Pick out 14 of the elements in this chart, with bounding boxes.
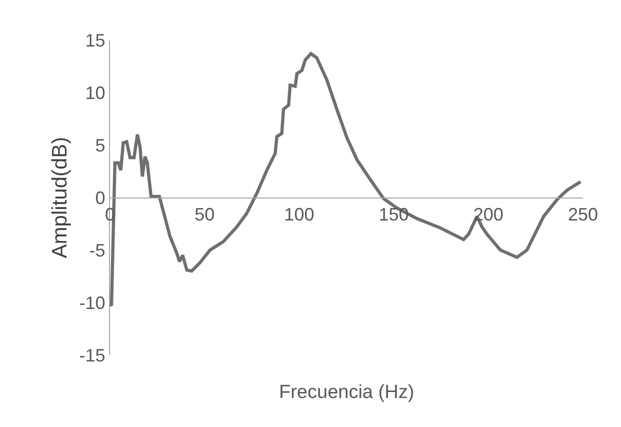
- y-tick-label: 0: [95, 188, 106, 208]
- y-tick-label: -15: [79, 345, 106, 366]
- y-tick-label: -10: [79, 292, 106, 313]
- x-tick-label: 100: [284, 204, 314, 224]
- y-tick-label: 15: [85, 30, 106, 50]
- y-tick-label: 10: [85, 82, 106, 103]
- x-tick-label: 150: [378, 204, 409, 224]
- y-axis-title: Amplitud(dB): [48, 136, 72, 258]
- x-tick-label: 200: [473, 204, 504, 224]
- y-tick-label: -5: [89, 240, 106, 260]
- x-tick-label: 50: [194, 204, 215, 224]
- x-axis-title: Frecuencia (Hz): [279, 382, 414, 403]
- x-tick-label: 250: [568, 204, 598, 224]
- y-tick-label: 5: [95, 135, 106, 156]
